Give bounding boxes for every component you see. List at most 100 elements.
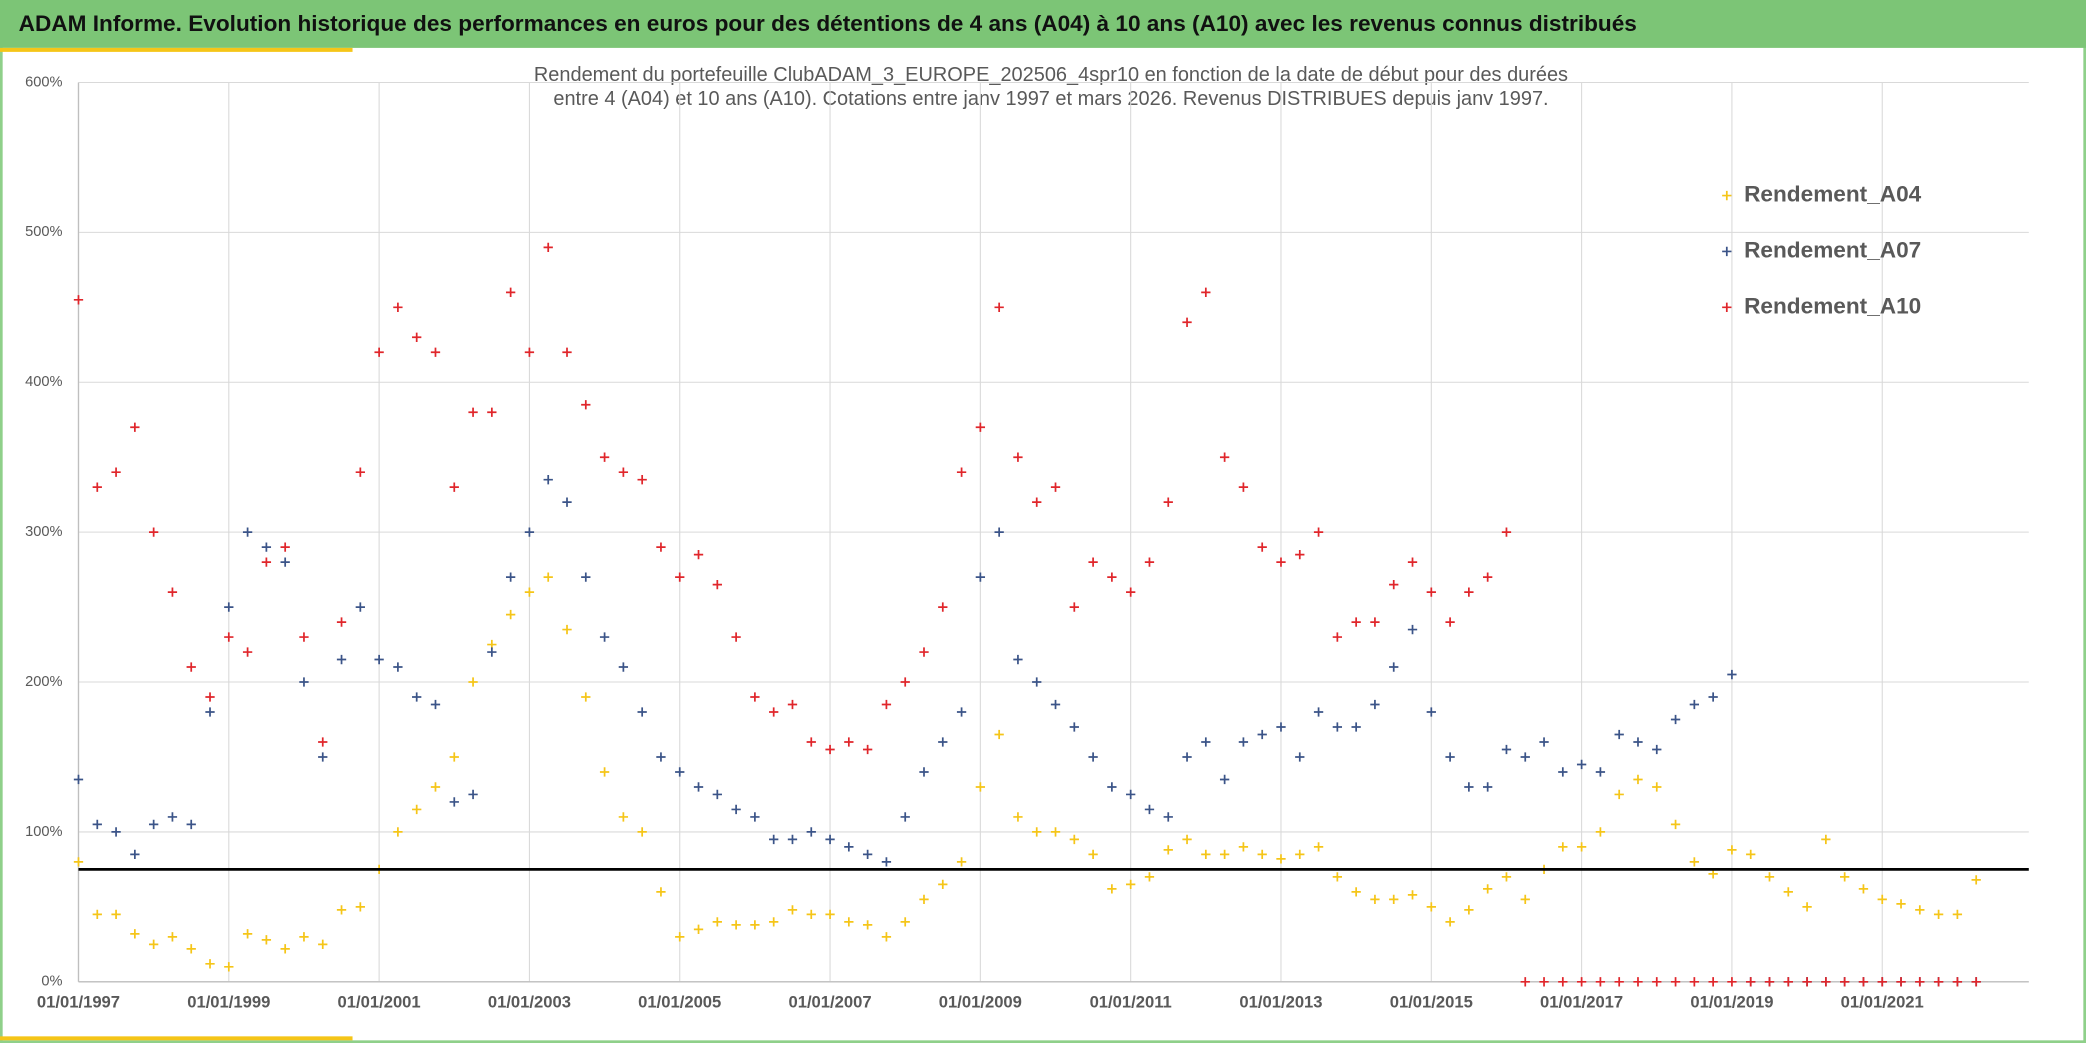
scatter-point [1539,737,1549,747]
scatter-point [787,834,798,845]
scatter-point [1389,579,1399,590]
legend: Rendement_A04 Rendement_A07 Rendement_A10 [1722,182,1922,318]
scatter-point [130,422,140,432]
y-tick-label: 0% [41,974,62,990]
scatter-point [750,692,760,702]
scatter-point [224,602,234,612]
scatter-point [581,572,591,582]
scatter-point [1727,845,1737,855]
scatter-point [1464,905,1474,915]
scatter-point [769,834,779,845]
scatter-point [1445,917,1455,927]
scatter-point [994,302,1004,312]
scatter-point [731,804,741,815]
scatter-point [1182,317,1192,327]
scatter-point [750,920,760,930]
scatter-point [412,332,422,342]
scatter-point [1933,977,1944,987]
x-tick-label: 01/01/2009 [939,992,1022,1011]
scatter-point [1520,894,1530,905]
scatter-point [1576,842,1587,852]
scatter-point [318,939,328,949]
scatter-point [1501,872,1512,882]
scatter-point [1501,744,1512,755]
scatter-point [280,944,290,954]
scatter-point [1670,714,1681,725]
scatter-point [1351,722,1361,732]
scatter-point [468,407,478,417]
scatter-point [1689,977,1699,987]
scatter-point [1727,669,1737,680]
scatter-point [806,827,816,837]
legend-label: Rendement_A07 [1744,237,1921,262]
scatter-point [1219,452,1230,462]
scatter-point [1126,879,1136,890]
scatter-point [1088,849,1098,860]
scatter-point [205,692,215,702]
scatter-point [1088,752,1098,762]
scatter-point [1088,557,1098,567]
scatter-point [656,887,666,897]
scatter-point [1069,834,1079,845]
scatter-point [1821,977,1831,987]
scatter-point [1257,729,1267,740]
scatter-point [1520,752,1530,762]
scatter-point [1144,872,1155,882]
scatter-point [919,767,929,777]
scatter-point [1633,977,1643,987]
scatter-point [618,662,629,672]
legend-marker [1722,246,1732,257]
scatter-point [1595,767,1606,777]
scatter-point [1013,812,1023,822]
scatter-point [186,944,196,954]
scatter-point [581,400,591,410]
scatter-point [712,579,722,590]
scatter-point [242,527,253,537]
scatter-point [1877,977,1887,987]
scatter-point [919,647,929,657]
scatter-point [374,654,384,665]
scatter-point [656,542,666,552]
scatter-point [393,302,403,312]
scatter-point [1370,617,1380,627]
scatter-point [1539,977,1549,987]
scatter-point [1295,752,1305,762]
scatter-point [261,935,272,945]
scatter-point [1764,977,1775,987]
scatter-point [975,782,986,792]
scatter-point [318,737,328,747]
scatter-point [1050,699,1061,710]
scatter-point [881,699,892,710]
scatter-point [449,482,459,492]
scatter-point [261,542,272,552]
scatter-point [618,812,629,822]
scatter-point [92,909,102,920]
scatter-point [1389,662,1399,672]
scatter-point [938,602,948,612]
scatter-point [355,602,365,612]
scatter-point [1633,774,1643,785]
scatter-point [1276,722,1286,732]
scatter-point [505,287,516,297]
scatter-point [1670,819,1681,830]
x-tick-label: 01/01/2005 [638,992,721,1011]
scatter-point [1764,872,1775,882]
scatter-point [656,752,666,762]
scatter-point [1370,699,1380,710]
scatter-point [543,242,553,253]
scatter-point [1464,782,1474,792]
x-tick-label: 01/01/2011 [1090,992,1172,1011]
scatter-point [1013,452,1023,462]
scatter-point [1257,542,1267,552]
scatter-point [806,737,816,747]
scatter-point [1276,557,1286,567]
plot-area [74,243,2029,987]
scatter-point [750,812,760,822]
scatter-point [844,842,854,852]
scatter-point [148,527,159,537]
scatter-point [318,752,328,762]
scatter-point [1351,617,1361,627]
scatter-point [919,894,929,905]
scatter-point [675,767,685,777]
